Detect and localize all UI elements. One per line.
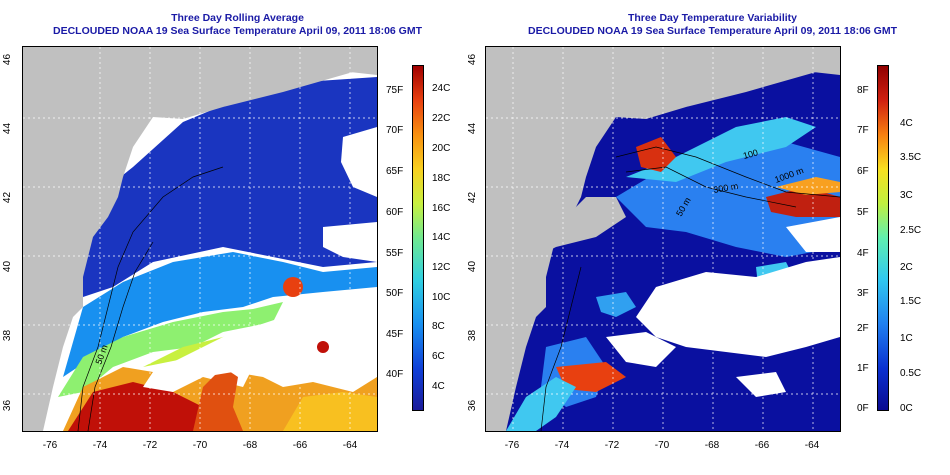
colorbar-c-label: 6C: [432, 351, 445, 362]
colorbar-c-label: 20C: [432, 143, 451, 154]
y-tick: 36: [2, 399, 14, 412]
colorbar-c-label: 0.5C: [900, 368, 922, 379]
colorbar-c-label: 22C: [432, 113, 451, 124]
colorbar-c-label: 12C: [432, 262, 451, 273]
colorbar-f-label: 1F: [857, 363, 869, 374]
colorbar-c-label: 3C: [900, 190, 913, 201]
y-tick: 46: [2, 53, 14, 66]
colorbar-c-label: 2.5C: [900, 225, 922, 236]
x-tick: -70: [192, 440, 208, 451]
colorbar-c-label: 1C: [900, 333, 913, 344]
left-title: Three Day Rolling Average: [171, 12, 304, 24]
y-tick: 38: [467, 329, 479, 342]
y-tick: 42: [467, 191, 479, 204]
y-tick: 36: [467, 399, 479, 412]
y-tick: 46: [467, 53, 479, 66]
x-tick: -72: [604, 440, 620, 451]
colorbar-f-label: 70F: [386, 125, 404, 136]
x-tick: -64: [342, 440, 358, 451]
colorbar-f-label: 2F: [857, 323, 869, 334]
right-subtitle: DECLOUDED NOAA 19 Sea Surface Temperatur…: [528, 25, 897, 37]
colorbar-f-label: 65F: [386, 166, 404, 177]
colorbar-c-label: 14C: [432, 232, 451, 243]
right-title: Three Day Temperature Variability: [627, 12, 798, 24]
sst-variability-map: 100 300 m 1000 m 50 m: [485, 46, 841, 432]
colorbar-c-label: 10C: [432, 292, 451, 303]
y-tick: 38: [2, 329, 14, 342]
colorbar-f-label: 50F: [386, 288, 404, 299]
colorbar-f-label: 4F: [857, 248, 869, 259]
x-tick: -66: [754, 440, 770, 451]
colorbar-c-label: 4C: [432, 381, 445, 392]
colorbar-f-label: 45F: [386, 329, 404, 340]
contour-label: 300 m: [713, 181, 739, 195]
left-panel: Three Day Rolling Average DECLOUDED NOAA…: [2, 12, 451, 451]
y-tick: 44: [2, 122, 14, 135]
colorbar-c-label: 18C: [432, 173, 451, 184]
sst-average-map: 50 m: [22, 46, 378, 432]
y-tick: 40: [2, 260, 14, 273]
sst-colorbar: [412, 65, 424, 411]
x-tick: -66: [292, 440, 308, 451]
colorbar-c-label: 1.5C: [900, 296, 922, 307]
left-subtitle: DECLOUDED NOAA 19 Sea Surface Temperatur…: [53, 25, 422, 37]
colorbar-f-label: 3F: [857, 288, 869, 299]
colorbar-c-label: 16C: [432, 203, 451, 214]
x-tick: -68: [704, 440, 720, 451]
x-tick: -76: [504, 440, 520, 451]
x-tick: -64: [804, 440, 820, 451]
colorbar-f-label: 0F: [857, 403, 869, 414]
colorbar-c-label: 8C: [432, 321, 445, 332]
colorbar-f-label: 55F: [386, 248, 404, 259]
colorbar-f-label: 8F: [857, 85, 869, 96]
x-tick: -74: [92, 440, 108, 451]
x-tick: -76: [42, 440, 58, 451]
colorbar-f-label: 7F: [857, 125, 869, 136]
y-tick: 40: [467, 260, 479, 273]
colorbar-f-label: 6F: [857, 166, 869, 177]
y-tick: 44: [467, 122, 479, 135]
colorbar-f-label: 60F: [386, 207, 404, 218]
variability-colorbar: [877, 65, 889, 411]
x-tick: -68: [242, 440, 258, 451]
colorbar-c-label: 24C: [432, 83, 451, 94]
colorbar-c-label: 0C: [900, 403, 913, 414]
x-tick: -72: [142, 440, 158, 451]
y-tick: 42: [2, 191, 14, 204]
colorbar-c-label: 2C: [900, 262, 913, 273]
colorbar-f-label: 75F: [386, 85, 404, 96]
x-tick: -74: [554, 440, 570, 451]
colorbar-f-label: 5F: [857, 207, 869, 218]
right-panel: Three Day Temperature Variability DECLOU…: [467, 0, 950, 475]
colorbar-f-label: 40F: [386, 369, 404, 380]
colorbar-c-label: 4C: [900, 118, 913, 129]
colorbar-c-label: 3.5C: [900, 152, 922, 163]
x-tick: -70: [654, 440, 670, 451]
contour-label: 100: [742, 147, 759, 161]
